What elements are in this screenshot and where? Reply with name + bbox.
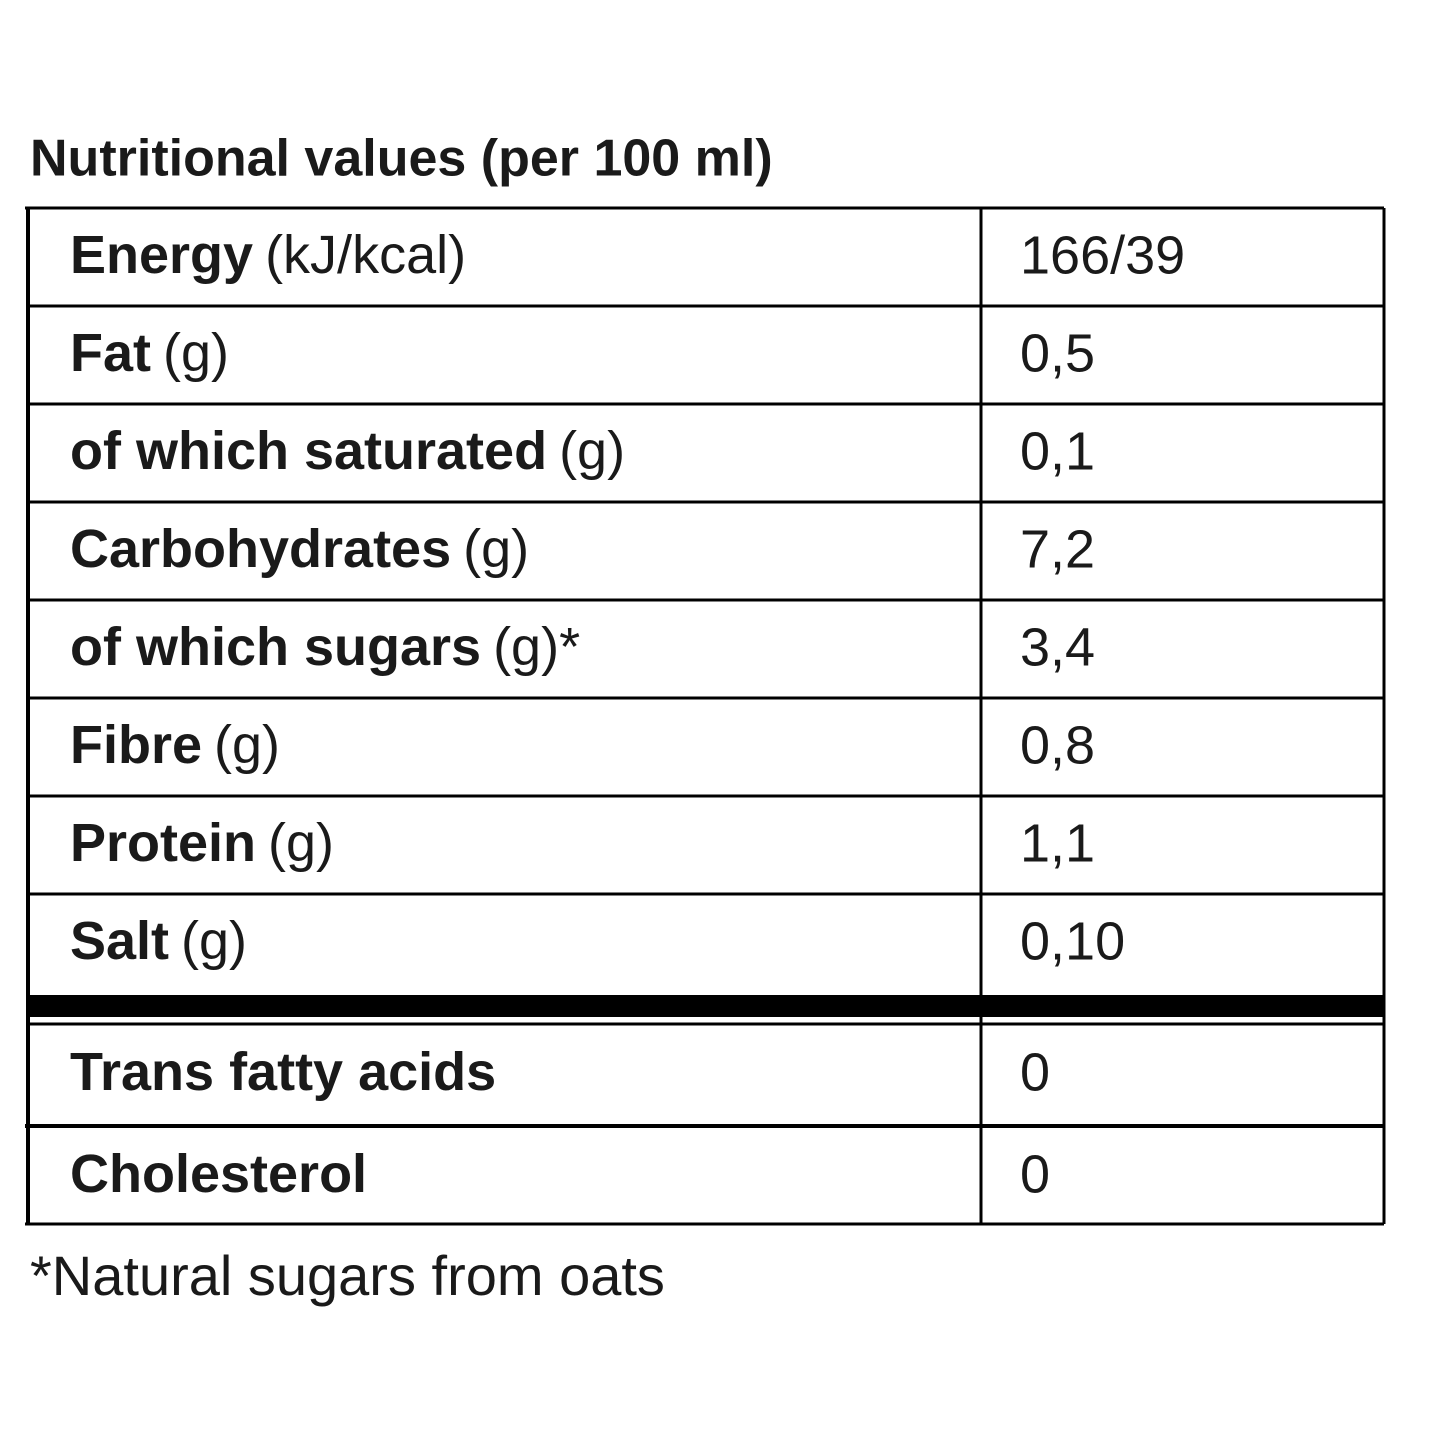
label-unit: (g)*	[493, 617, 580, 677]
row-value: 7,2	[1020, 519, 1095, 579]
row-value: 0,8	[1020, 715, 1095, 775]
label-unit: (kJ/kcal)	[265, 225, 466, 285]
label-unit: (g)	[181, 911, 247, 971]
title: Nutritional values (per 100 ml)	[30, 130, 773, 188]
row-value: 0,1	[1020, 421, 1095, 481]
row-value: 3,4	[1020, 617, 1095, 677]
row-value: 0,10	[1020, 911, 1125, 971]
label-name: of which saturated	[70, 421, 547, 481]
label-unit: (g)	[559, 421, 625, 481]
row-label: Cholesterol	[70, 1144, 367, 1204]
label-name: Cholesterol	[70, 1144, 367, 1204]
label-name: Carbohydrates	[70, 519, 451, 579]
row-value: 0,5	[1020, 323, 1095, 383]
row-label: Fibre (g)	[70, 715, 280, 775]
label-name: Salt	[70, 911, 169, 971]
row-label: of which saturated (g)	[70, 421, 625, 481]
row-label: Trans fatty acids	[70, 1042, 496, 1102]
thick-separator	[28, 995, 1385, 1017]
row-label: Carbohydrates (g)	[70, 519, 529, 579]
row-label: of which sugars (g)*	[70, 617, 580, 677]
row-label: Fat (g)	[70, 323, 229, 383]
row-value: 0	[1020, 1042, 1050, 1102]
label-name: Trans fatty acids	[70, 1042, 496, 1102]
row-value: 0	[1020, 1144, 1050, 1204]
label-unit: (g)	[463, 519, 529, 579]
label-name: Energy	[70, 225, 253, 285]
label-name: Fibre	[70, 715, 202, 775]
row-value: 166/39	[1020, 225, 1185, 285]
footnote: *Natural sugars from oats	[30, 1244, 665, 1307]
row-value: 1,1	[1020, 813, 1095, 873]
label-unit: (g)	[214, 715, 280, 775]
label-name: Fat	[70, 323, 151, 383]
row-label: Salt (g)	[70, 911, 247, 971]
label-unit: (g)	[268, 813, 334, 873]
row-label: Protein (g)	[70, 813, 334, 873]
row-label: Energy (kJ/kcal)	[70, 225, 466, 285]
label-name: Protein	[70, 813, 256, 873]
label-unit: (g)	[163, 323, 229, 383]
label-name: of which sugars	[70, 617, 481, 677]
